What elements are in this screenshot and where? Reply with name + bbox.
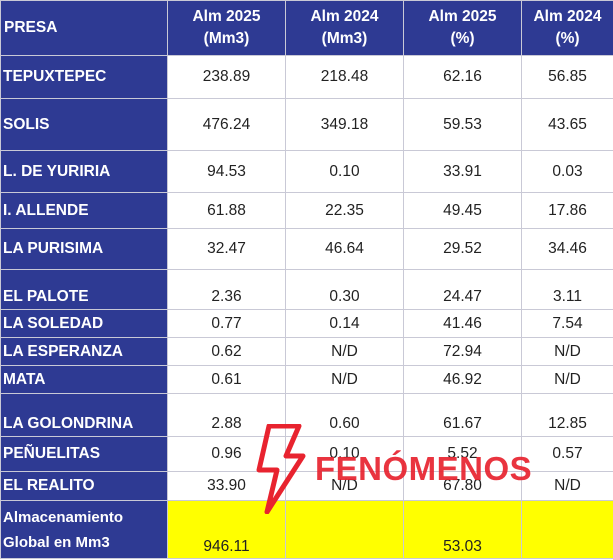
dam-name: LA PURISIMA [0,228,168,270]
cell-alm2025: 2.36 [167,269,286,310]
table-row: LA ESPERANZA 0.62 N/D 72.94 N/D [0,337,613,366]
table-row: EL PALOTE 2.36 0.30 24.47 3.11 [0,269,613,310]
dam-name: PEÑUELITAS [0,436,168,472]
cell-pct2024: 7.54 [521,309,613,338]
table-row: LA SOLEDAD 0.77 0.14 41.46 7.54 [0,309,613,338]
dam-name: LA ESPERANZA [0,337,168,366]
total-pct2025: 53.03 [403,500,522,559]
table-row: I. ALLENDE 61.88 22.35 49.45 17.86 [0,192,613,229]
dam-name: SOLIS [0,98,168,151]
cell-pct2024: 56.85 [521,55,613,99]
dam-name: LA SOLEDAD [0,309,168,338]
header-alm-2024-pct: Alm 2024 (%) [521,0,613,56]
table-row: PEÑUELITAS 0.96 0.10 5.52 0.57 [0,436,613,472]
cell-pct2024: 0.57 [521,436,613,472]
cell-alm2024: 0.60 [285,393,404,437]
cell-alm2024: 0.10 [285,436,404,472]
cell-alm2024: N/D [285,471,404,501]
cell-pct2025: 29.52 [403,228,522,270]
cell-pct2025: 49.45 [403,192,522,229]
header-presa: PRESA [0,0,168,56]
cell-alm2025: 33.90 [167,471,286,501]
table-row: MATA 0.61 N/D 46.92 N/D [0,365,613,394]
cell-pct2024: N/D [521,471,613,501]
cell-alm2025: 2.88 [167,393,286,437]
cell-alm2024: 0.30 [285,269,404,310]
cell-pct2024: 34.46 [521,228,613,270]
cell-pct2024: 43.65 [521,98,613,151]
total-empty-cell [285,500,404,559]
cell-pct2024: 17.86 [521,192,613,229]
cell-alm2024: 0.10 [285,150,404,193]
cell-alm2025: 476.24 [167,98,286,151]
cell-pct2024: 0.03 [521,150,613,193]
header-alm-2024-mm3: Alm 2024 (Mm3) [285,0,404,56]
cell-pct2025: 61.67 [403,393,522,437]
total-alm2025: 946.11 [167,500,286,559]
table-row: LA PURISIMA 32.47 46.64 29.52 34.46 [0,228,613,270]
cell-alm2024: 22.35 [285,192,404,229]
cell-alm2025: 0.77 [167,309,286,338]
dam-name: TEPUXTEPEC [0,55,168,99]
cell-alm2024: N/D [285,365,404,394]
cell-alm2025: 94.53 [167,150,286,193]
table-row: SOLIS 476.24 349.18 59.53 43.65 [0,98,613,151]
dam-name: I. ALLENDE [0,192,168,229]
dam-name: LA GOLONDRINA [0,393,168,437]
cell-alm2025: 32.47 [167,228,286,270]
total-row: Almacenamiento Global en Mm3 946.11 53.0… [0,500,613,559]
cell-alm2025: 0.62 [167,337,286,366]
cell-pct2025: 46.92 [403,365,522,394]
cell-pct2025: 41.46 [403,309,522,338]
dam-name: EL PALOTE [0,269,168,310]
cell-pct2025: 33.91 [403,150,522,193]
table-row: LA GOLONDRINA 2.88 0.60 61.67 12.85 [0,393,613,437]
cell-pct2024: N/D [521,365,613,394]
cell-alm2024: 0.14 [285,309,404,338]
cell-pct2025: 24.47 [403,269,522,310]
cell-pct2025: 62.16 [403,55,522,99]
total-label: Almacenamiento Global en Mm3 [0,500,168,559]
cell-alm2025: 0.61 [167,365,286,394]
table-row: EL REALITO 33.90 N/D 67.80 N/D [0,471,613,501]
cell-pct2025: 72.94 [403,337,522,366]
table-row: TEPUXTEPEC 238.89 218.48 62.16 56.85 [0,55,613,99]
cell-pct2024: 12.85 [521,393,613,437]
total-empty-cell [521,500,613,559]
dam-name: EL REALITO [0,471,168,501]
header-alm-2025-mm3: Alm 2025 (Mm3) [167,0,286,56]
dam-name: MATA [0,365,168,394]
cell-pct2025: 67.80 [403,471,522,501]
cell-pct2025: 5.52 [403,436,522,472]
cell-alm2025: 0.96 [167,436,286,472]
table-row: L. DE YURIRIA 94.53 0.10 33.91 0.03 [0,150,613,193]
cell-alm2024: 349.18 [285,98,404,151]
cell-alm2024: 218.48 [285,55,404,99]
cell-alm2025: 238.89 [167,55,286,99]
cell-alm2025: 61.88 [167,192,286,229]
dam-name: L. DE YURIRIA [0,150,168,193]
header-row: PRESA Alm 2025 (Mm3) Alm 2024 (Mm3) Alm 20… [0,0,613,56]
cell-alm2024: 46.64 [285,228,404,270]
cell-alm2024: N/D [285,337,404,366]
cell-pct2025: 59.53 [403,98,522,151]
header-alm-2025-pct: Alm 2025 (%) [403,0,522,56]
cell-pct2024: 3.11 [521,269,613,310]
cell-pct2024: N/D [521,337,613,366]
